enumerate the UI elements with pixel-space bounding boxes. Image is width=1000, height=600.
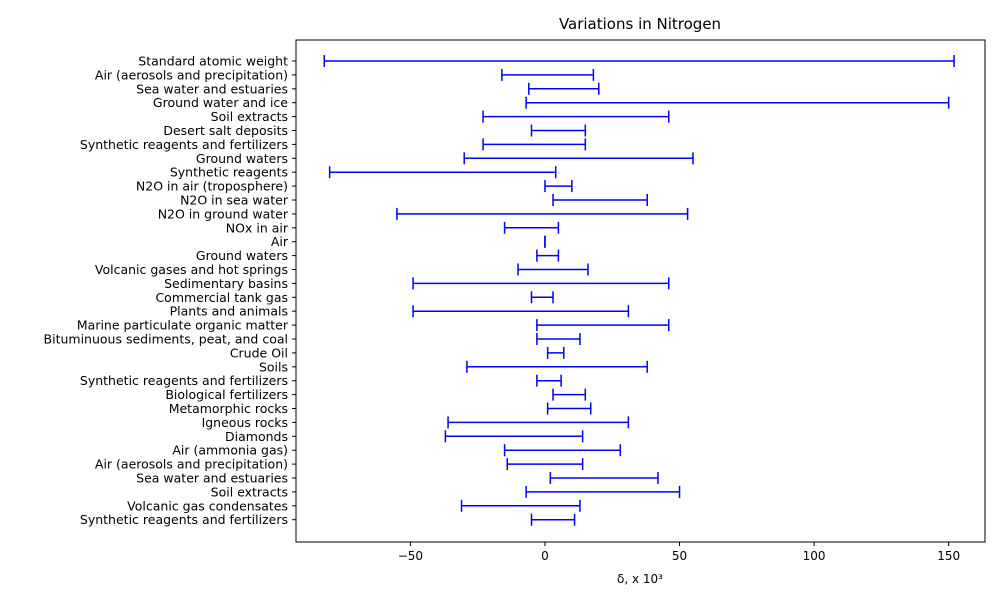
y-tick-label: Igneous rocks [202,415,288,430]
y-tick-label: Desert salt deposits [163,123,288,138]
y-tick-label: Diamonds [225,429,288,444]
y-tick-label: Metamorphic rocks [169,401,288,416]
y-tick-label: N2O in ground water [158,206,289,221]
x-axis-label: δ, x 10³ [617,572,663,586]
y-tick-label: Sea water and estuaries [136,81,288,96]
y-tick-label: Volcanic gases and hot springs [95,262,288,277]
chart-title: Variations in Nitrogen [559,15,721,33]
x-tick-label: 100 [803,549,826,563]
y-tick-label: Sedimentary basins [164,276,288,291]
y-tick-label: Ground waters [196,151,288,166]
y-tick-label: Ground waters [196,248,288,263]
y-tick-label: N2O in sea water [180,193,289,208]
x-tick-label: 0 [541,549,549,563]
x-axis: −50 0 50 100 150 [398,542,960,563]
y-tick-label: Soils [259,359,288,374]
y-tick-label: Air (ammonia gas) [172,443,288,458]
plot-frame [295,39,986,543]
y-tick-label: Crude Oil [230,345,288,360]
x-tick-label: 150 [937,549,960,563]
y-tick-label: N2O in air (troposphere) [136,179,288,194]
y-tick-label: Bituminuous sediments, peat, and coal [44,332,288,347]
y-tick-label: Synthetic reagents and fertilizers [80,512,288,527]
y-tick-label: Air (aerosols and precipitation) [95,457,288,472]
y-tick-label: Commercial tank gas [155,290,288,305]
range-marks [323,55,955,526]
y-tick-label: Sea water and estuaries [136,471,288,486]
y-tick-label: Soil extracts [211,484,288,499]
y-tick-label: Volcanic gas condensates [127,498,288,513]
y-tick-label: NOx in air [226,220,289,235]
y-tick-label: Standard atomic weight [138,54,288,69]
y-tick-label: Marine particulate organic matter [77,318,289,333]
x-tick-label: −50 [398,549,423,563]
y-tick-label: Air (aerosols and precipitation) [95,67,288,82]
y-tick-label: Soil extracts [211,109,288,124]
y-tick-label: Air [271,234,289,249]
y-tick-label: Synthetic reagents and fertilizers [80,373,288,388]
x-tick-label: 50 [672,549,687,563]
y-tick-label: Synthetic reagents and fertilizers [80,137,288,152]
y-tick-label: Biological fertilizers [165,387,288,402]
y-tick-label: Synthetic reagents [170,165,288,180]
y-tick-label: Ground water and ice [153,95,288,110]
y-tick-label: Plants and animals [170,304,288,319]
